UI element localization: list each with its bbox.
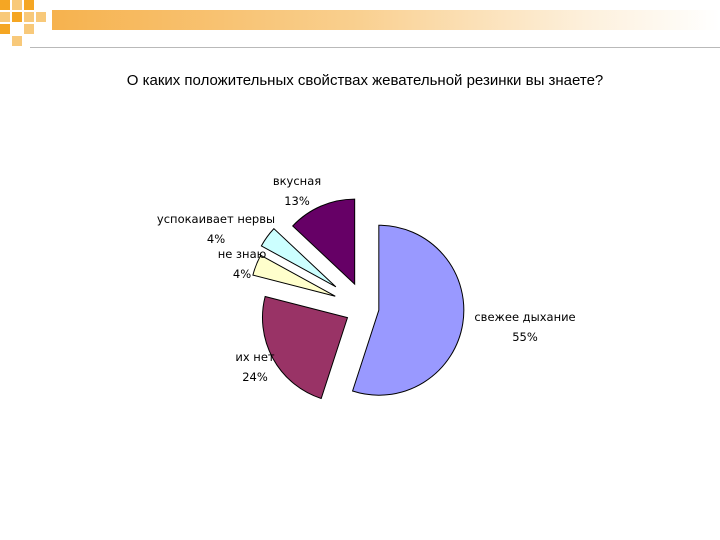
label-calms-nerves-name: успокаивает нервы (157, 212, 275, 226)
slice-none (261, 295, 349, 400)
label-calms-nerves-value: 4% (207, 232, 225, 246)
slide-decoration (0, 0, 720, 46)
label-none-name: их нет (235, 350, 275, 364)
label-tasty-name: вкусная (273, 174, 321, 188)
slice-tasty (292, 198, 356, 286)
label-dont-know-value: 4% (233, 267, 251, 281)
label-none-value: 24% (242, 370, 268, 384)
label-fresh-breath-value: 55% (512, 330, 538, 344)
label-tasty-value: 13% (284, 194, 310, 208)
chart-title: О каких положительных свойствах жеватель… (126, 72, 604, 89)
slice-dont-know (252, 254, 336, 297)
slice-calms-nerves (260, 227, 337, 288)
slice-fresh-breath (351, 224, 465, 396)
header-gradient-bar (52, 10, 720, 30)
label-fresh-breath-name: свежее дыхание (474, 310, 575, 324)
divider (30, 47, 720, 48)
label-dont-know-name: не знаю (218, 247, 267, 261)
